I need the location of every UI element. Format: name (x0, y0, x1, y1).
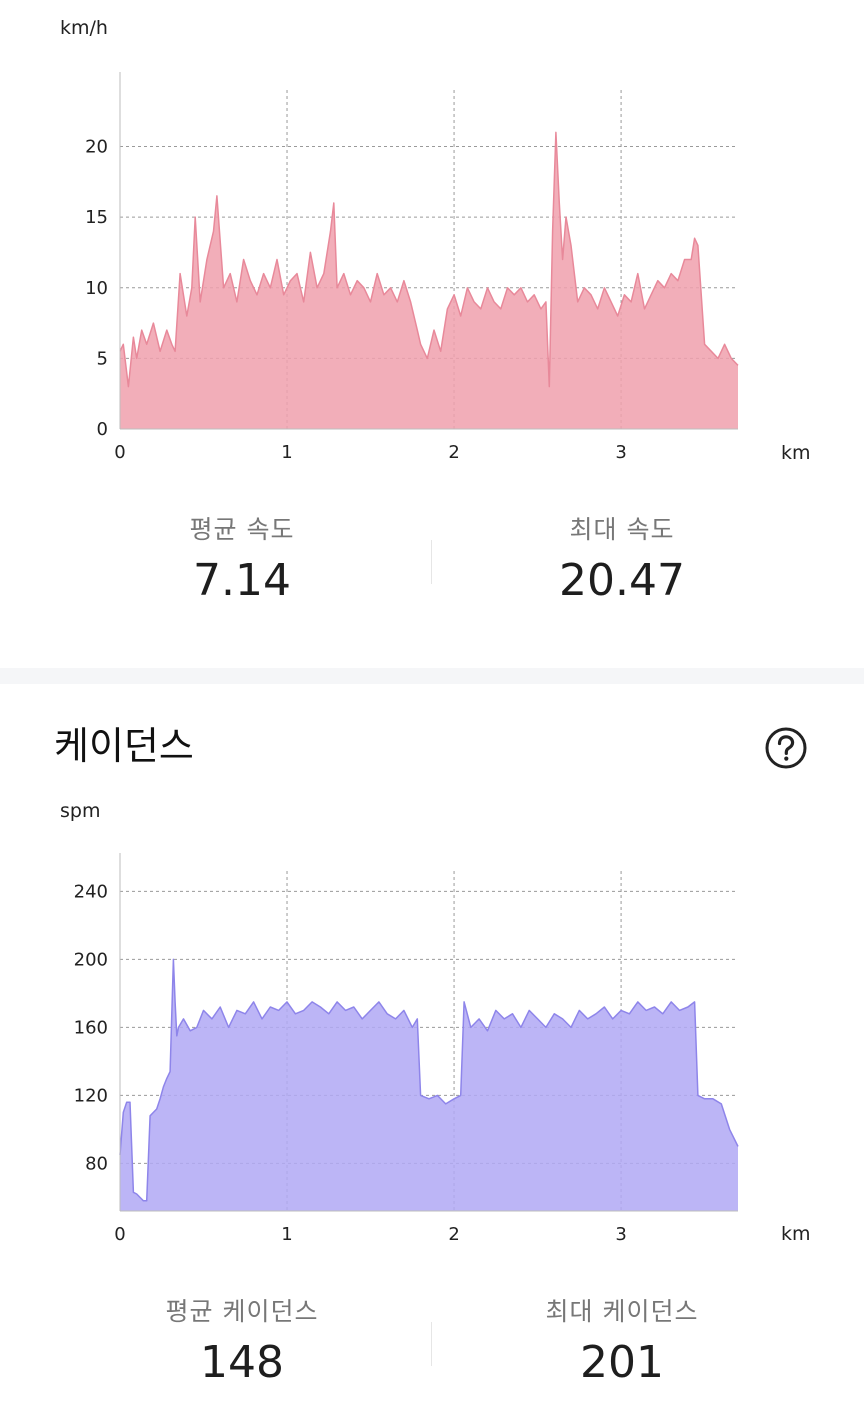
max-cadence-value: 201 (580, 1337, 664, 1388)
avg-speed-stat: 평균 속도 7.14 (62, 510, 422, 610)
max-speed-label: 최대 속도 (569, 515, 675, 544)
speed-chart: km/h km 0 5 10 15 20 0 1 2 3 (60, 17, 811, 464)
speed-y-tick-label: 10 (85, 278, 108, 299)
speed-x-unit: km (781, 442, 811, 464)
max-speed-value: 20.47 (559, 555, 685, 606)
cadence-plot: 80 120 160 200 240 0 1 2 3 (74, 853, 739, 1245)
speed-plot: 0 5 10 15 20 0 1 2 3 (85, 72, 739, 463)
stat-divider (431, 540, 432, 584)
cadence-chart: spm km 80 120 160 200 240 0 1 2 3 (60, 800, 811, 1245)
max-cadence-label: 최대 케이던스 (545, 1297, 699, 1326)
cadence-stats: 평균 케이던스 148 최대 케이던스 201 (0, 1292, 864, 1402)
cadence-section-title: 케이던스 (54, 724, 194, 768)
avg-cadence-value: 148 (200, 1337, 284, 1388)
cadence-line (119, 958, 739, 1202)
speed-x-tick-label: 0 (114, 442, 125, 463)
cadence-x-tick-label: 3 (615, 1224, 626, 1245)
section-divider (0, 668, 864, 684)
speed-x-tick-label: 1 (281, 442, 292, 463)
cadence-y-tick-label: 80 (85, 1153, 108, 1174)
avg-speed-value: 7.14 (193, 555, 291, 606)
speed-y-tick-label: 15 (85, 207, 108, 228)
speed-x-tick-label: 2 (448, 442, 459, 463)
speed-x-tick-label: 3 (615, 442, 626, 463)
cadence-y-tick-label: 120 (74, 1085, 108, 1106)
speed-area (120, 132, 738, 429)
speed-stats: 평균 속도 7.14 최대 속도 20.47 (0, 510, 864, 620)
cadence-area (120, 959, 738, 1211)
cadence-x-tick-label: 0 (114, 1224, 125, 1245)
max-speed-stat: 최대 속도 20.47 (442, 510, 802, 610)
speed-y-tick-label: 5 (97, 348, 108, 369)
speed-line (119, 131, 739, 388)
cadence-y-tick-label: 160 (74, 1017, 108, 1038)
question-circle-icon (765, 727, 807, 769)
stat-divider (431, 1322, 432, 1366)
cadence-x-tick-label: 2 (448, 1224, 459, 1245)
speed-y-tick-label: 0 (97, 419, 108, 440)
cadence-help-button[interactable] (764, 726, 808, 770)
avg-speed-label: 평균 속도 (189, 515, 295, 544)
cadence-y-tick-label: 200 (74, 949, 108, 970)
speed-y-tick-label: 20 (85, 137, 108, 158)
cadence-y-unit: spm (60, 800, 100, 822)
avg-cadence-stat: 평균 케이던스 148 (62, 1292, 422, 1392)
cadence-x-tick-label: 1 (281, 1224, 292, 1245)
max-cadence-stat: 최대 케이던스 201 (442, 1292, 802, 1392)
avg-cadence-label: 평균 케이던스 (165, 1297, 319, 1326)
speed-y-unit: km/h (60, 17, 108, 39)
cadence-y-tick-label: 240 (74, 881, 108, 902)
cadence-x-unit: km (781, 1223, 811, 1245)
